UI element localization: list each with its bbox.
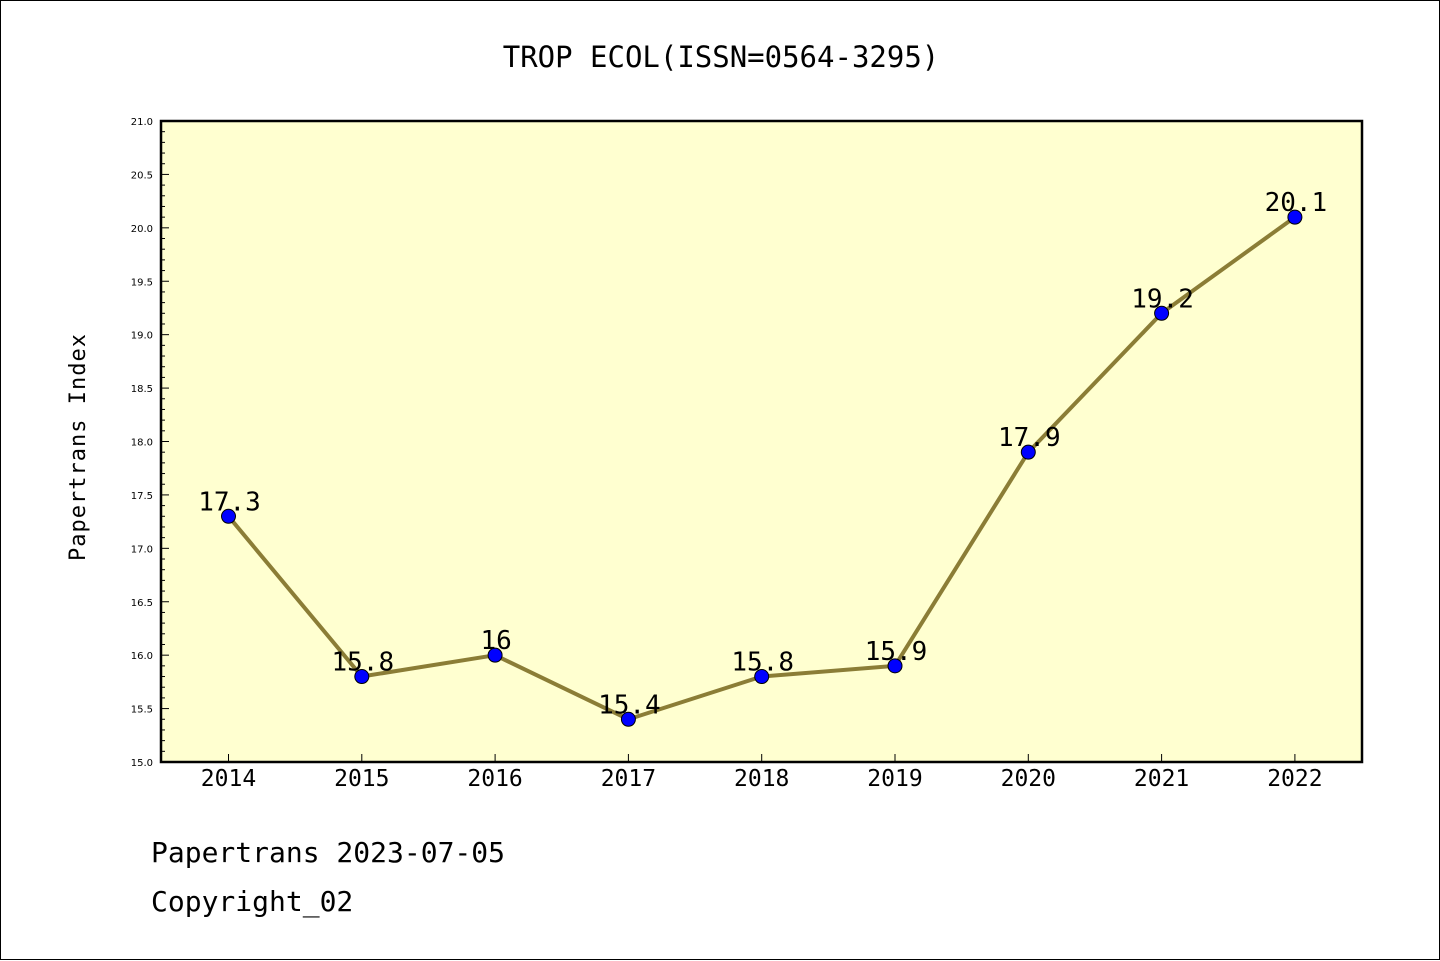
series-layer bbox=[221, 209, 1303, 727]
data-labels-layer: 17.3 15.8 16 15.4 15.8 15.9 17.9 19.2 20.1 bbox=[198, 188, 1327, 720]
data-label: 19.2 bbox=[1131, 284, 1194, 314]
y-axis: 15.0 15.5 16.0 16.5 17.0 17.5 18.0 18.5 19.0 19.5… bbox=[131, 117, 169, 769]
data-label: 15.4 bbox=[598, 690, 661, 720]
x-tick-label: 2019 bbox=[867, 766, 922, 792]
data-label: 15.9 bbox=[865, 637, 928, 667]
data-point bbox=[1154, 305, 1170, 321]
y-tick-label: 15.5 bbox=[131, 705, 153, 716]
footer-date: Papertrans 2023-07-05 bbox=[151, 836, 506, 869]
data-label: 17.9 bbox=[998, 423, 1061, 453]
y-tick-label: 18.0 bbox=[131, 438, 153, 449]
y-tick-label: 17.0 bbox=[131, 544, 153, 555]
y-axis-label: Papertrans Index bbox=[66, 333, 91, 561]
data-point bbox=[1020, 444, 1036, 460]
data-label: 17.3 bbox=[198, 487, 261, 517]
data-point bbox=[887, 658, 903, 674]
y-tick-label: 15.0 bbox=[131, 758, 153, 769]
x-tick-label: 2015 bbox=[334, 766, 389, 792]
data-point bbox=[754, 669, 770, 685]
data-point bbox=[1287, 209, 1303, 225]
x-axis: 2014 2015 2016 2017 2018 2019 2020 2021 2022 bbox=[201, 754, 1323, 792]
x-tick-label: 2020 bbox=[1001, 766, 1056, 792]
x-tick-label: 2018 bbox=[734, 766, 789, 792]
data-label: 16 bbox=[480, 626, 511, 656]
data-label: 20.1 bbox=[1265, 188, 1328, 218]
y-tick-label: 20.5 bbox=[131, 170, 153, 181]
x-tick-label: 2017 bbox=[601, 766, 656, 792]
y-tick-label: 17.5 bbox=[131, 491, 153, 502]
x-tick-label: 2016 bbox=[467, 766, 522, 792]
data-point bbox=[620, 711, 636, 727]
data-label: 15.8 bbox=[731, 648, 794, 678]
y-tick-label: 16.0 bbox=[131, 651, 153, 662]
data-point bbox=[487, 647, 503, 663]
y-tick-label: 18.5 bbox=[131, 384, 153, 395]
data-point bbox=[221, 508, 236, 524]
y-tick-label: 20.0 bbox=[131, 224, 153, 235]
chart-title: TROP ECOL(ISSN=0564-3295) bbox=[503, 40, 940, 74]
data-label: 15.8 bbox=[331, 648, 394, 678]
y-tick-label: 19.0 bbox=[131, 331, 153, 342]
x-tick-label: 2021 bbox=[1134, 766, 1189, 792]
y-tick-label: 16.5 bbox=[131, 598, 153, 609]
footer-copyright: Copyright_02 bbox=[151, 885, 354, 918]
x-tick-label: 2014 bbox=[201, 766, 256, 792]
y-tick-label: 19.5 bbox=[131, 277, 153, 288]
data-point bbox=[354, 669, 370, 685]
y-tick-label: 21.0 bbox=[131, 117, 153, 128]
x-tick-label: 2022 bbox=[1267, 766, 1322, 792]
plot-area bbox=[159, 119, 1364, 764]
